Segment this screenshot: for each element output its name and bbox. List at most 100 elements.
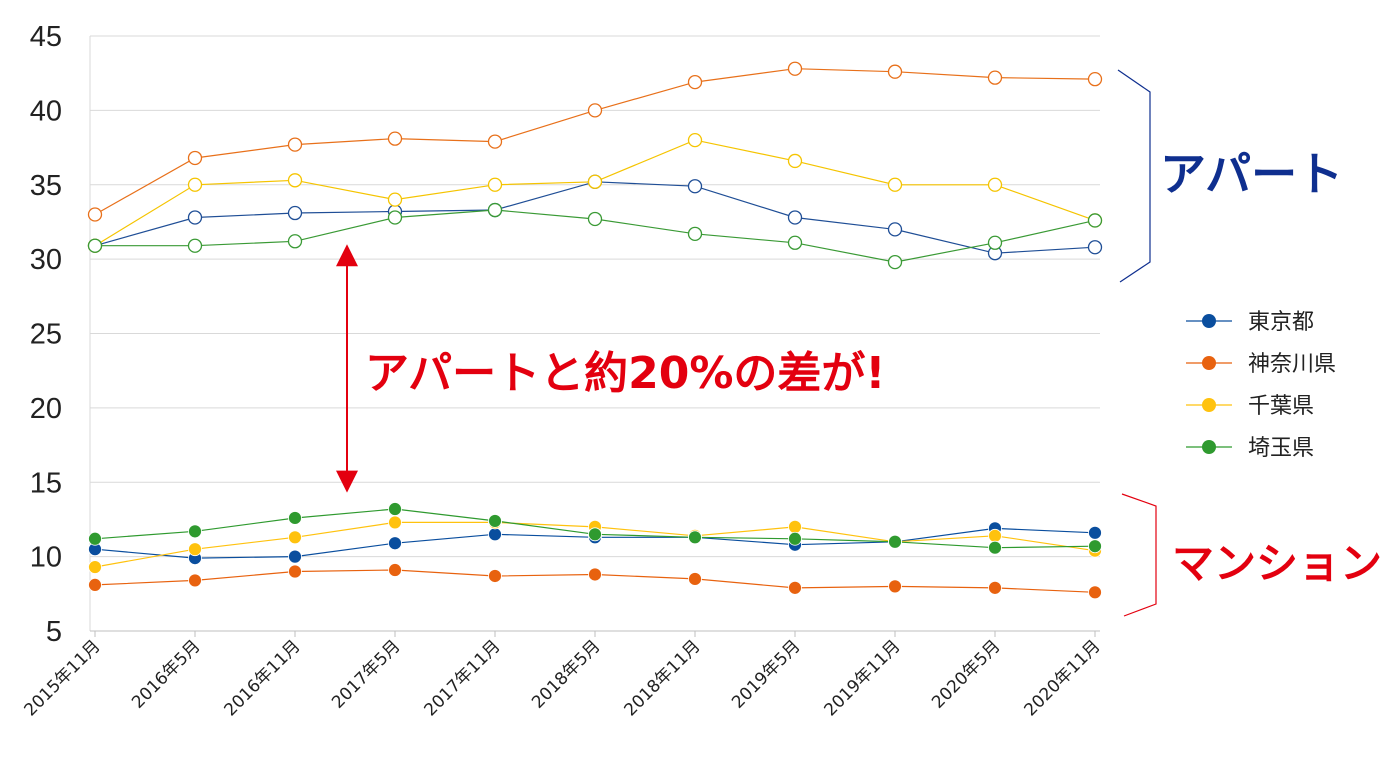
difference-arrow <box>336 244 358 493</box>
mansion-bracket <box>1121 493 1157 617</box>
y-tick-label: 10 <box>30 542 62 574</box>
y-tick-label: 25 <box>30 319 62 351</box>
data-point <box>187 177 203 192</box>
mansion-group-label: マンション <box>1172 539 1380 588</box>
data-point <box>287 234 303 249</box>
x-tick-label: 2019年5月 <box>728 636 804 712</box>
data-point <box>788 519 802 534</box>
data-point <box>388 563 402 577</box>
x-tick-label: 2018年5月 <box>528 636 604 712</box>
x-tick-label: 2019年11月 <box>820 636 904 720</box>
data-point <box>488 514 502 528</box>
y-axis: 5 10 15 20 25 30 35 40 45 <box>30 21 91 648</box>
legend-label: 神奈川県 <box>1248 352 1336 377</box>
data-point <box>787 235 803 250</box>
y-tick-label: 40 <box>30 95 62 127</box>
data-point <box>588 567 602 582</box>
legend-label: 東京都 <box>1248 310 1314 335</box>
data-point <box>187 150 203 166</box>
data-point <box>787 153 803 169</box>
data-point <box>288 511 302 525</box>
data-point <box>988 580 1002 595</box>
data-point <box>888 579 902 594</box>
data-point <box>888 534 902 549</box>
data-point <box>587 211 603 227</box>
data-point <box>887 254 903 270</box>
x-tick-label: 2015年11月 <box>20 636 104 720</box>
data-point <box>487 177 503 192</box>
data-point <box>687 179 703 194</box>
series-line <box>94 68 1096 216</box>
y-tick-label: 15 <box>30 467 62 499</box>
data-point <box>1087 213 1103 228</box>
data-point <box>388 502 402 516</box>
data-point <box>87 238 103 253</box>
apartment-group-label: アパート <box>1160 147 1343 201</box>
legend-label: 千葉県 <box>1248 394 1314 419</box>
data-point <box>588 527 602 542</box>
x-tick-label: 2020年11月 <box>1020 636 1104 720</box>
x-tick-label: 2017年11月 <box>420 636 504 720</box>
data-point <box>987 70 1003 85</box>
data-point <box>88 560 102 574</box>
difference-annotation: アパートと約20%の差が! <box>365 348 886 399</box>
legend-marker <box>1202 356 1216 370</box>
apartment-bracket <box>1117 69 1151 283</box>
data-point <box>1087 71 1103 87</box>
data-point <box>1087 240 1103 255</box>
y-tick-label: 5 <box>46 616 62 648</box>
data-point <box>687 226 703 241</box>
data-point <box>687 132 703 148</box>
data-point <box>988 540 1002 555</box>
data-point <box>787 61 803 76</box>
y-tick-label: 20 <box>30 393 62 425</box>
data-point <box>387 131 403 146</box>
y-tick-label: 30 <box>30 244 62 276</box>
data-point <box>287 137 303 152</box>
data-point <box>687 74 703 90</box>
data-point <box>887 177 903 192</box>
data-point <box>787 210 803 225</box>
data-point <box>188 524 202 539</box>
legend-marker <box>1202 314 1216 328</box>
data-point <box>987 235 1003 250</box>
data-point <box>688 572 702 586</box>
data-point <box>1088 525 1102 540</box>
data-point <box>187 238 203 253</box>
data-point <box>388 515 402 530</box>
data-point <box>387 210 403 225</box>
data-point <box>487 134 503 149</box>
data-point <box>87 207 103 222</box>
y-tick-label: 45 <box>30 21 62 53</box>
data-point <box>288 530 302 545</box>
data-point <box>487 202 503 218</box>
data-point <box>788 580 802 595</box>
y-tick-label: 35 <box>30 170 62 202</box>
legend-marker <box>1202 398 1216 412</box>
data-point <box>488 527 502 542</box>
data-point <box>1088 585 1102 600</box>
data-point <box>887 222 903 237</box>
data-point <box>587 103 603 118</box>
x-axis: 2015年11月 2016年5月 2016年11月 2017年5月 2017年11月 20… <box>20 630 1105 720</box>
x-tick-label: 2016年11月 <box>220 636 304 720</box>
data-point <box>987 177 1003 192</box>
legend-marker <box>1202 440 1216 454</box>
arrow-head-up <box>336 244 358 267</box>
data-point <box>988 528 1002 543</box>
data-point <box>587 174 603 189</box>
data-point <box>288 549 302 564</box>
data-point <box>488 569 502 583</box>
data-point <box>887 64 903 79</box>
data-point <box>188 542 202 557</box>
data-point <box>688 530 702 545</box>
legend-label: 埼玉県 <box>1248 436 1314 461</box>
x-tick-label: 2018年11月 <box>620 636 704 720</box>
x-tick-label: 2016年5月 <box>128 636 204 712</box>
data-point <box>1088 539 1102 554</box>
data-point <box>287 205 303 221</box>
arrow-head-down <box>336 470 358 493</box>
data-point <box>188 573 202 588</box>
data-point <box>288 564 302 579</box>
